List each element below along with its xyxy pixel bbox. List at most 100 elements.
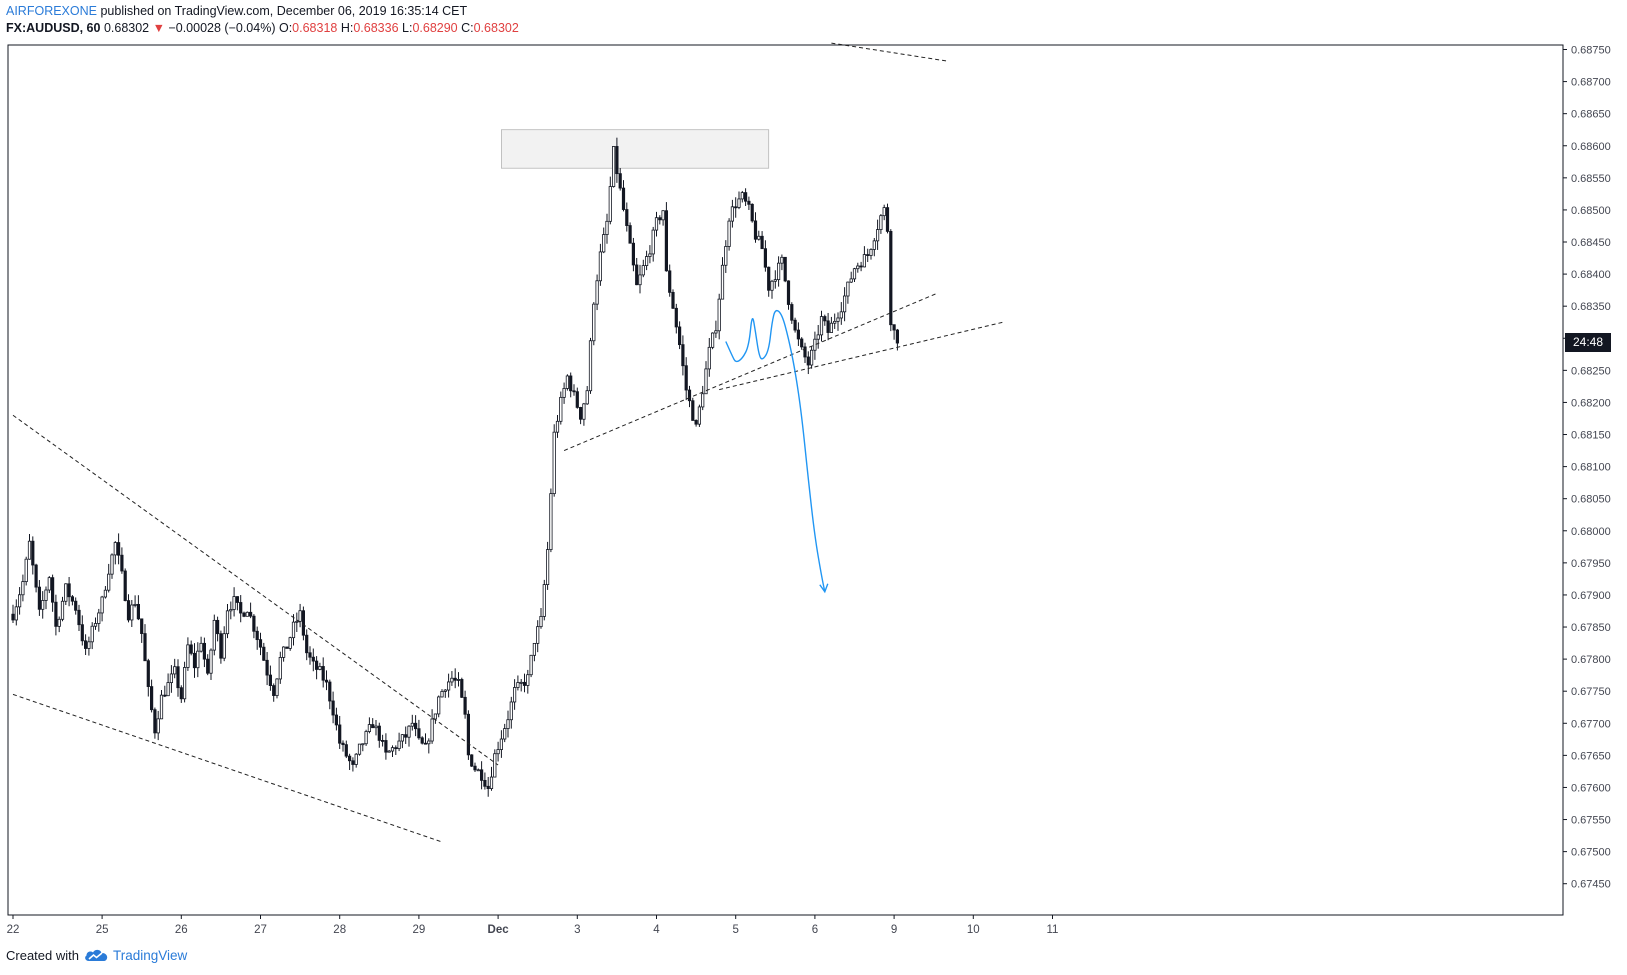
candle-body bbox=[486, 785, 490, 789]
candle-body bbox=[744, 192, 748, 202]
trendline bbox=[831, 42, 947, 62]
change-arrow-icon: ▼ bbox=[152, 21, 165, 35]
candle-body bbox=[760, 235, 764, 250]
candle-body bbox=[443, 689, 447, 692]
candle-body bbox=[298, 610, 302, 622]
candle-body bbox=[417, 728, 421, 739]
candle-body bbox=[314, 660, 319, 670]
candle-body bbox=[179, 687, 183, 700]
candle-body bbox=[232, 596, 236, 610]
x-tick-label: 4 bbox=[653, 924, 660, 936]
high-label: H: bbox=[337, 21, 354, 35]
low-label: L: bbox=[398, 21, 413, 35]
candle-body bbox=[328, 681, 332, 702]
candle-body bbox=[892, 324, 896, 331]
candle-body bbox=[661, 210, 665, 221]
candle-body bbox=[628, 225, 632, 244]
candle-body bbox=[107, 573, 111, 591]
candle-body bbox=[816, 334, 820, 340]
candle-body bbox=[245, 611, 249, 617]
candle-body bbox=[34, 564, 38, 588]
footer: Created with TradingView bbox=[6, 947, 187, 963]
candle-body bbox=[595, 280, 599, 305]
x-tick-label: 22 bbox=[7, 924, 20, 936]
candle-body bbox=[410, 722, 414, 727]
candle-body bbox=[714, 330, 718, 334]
candle-body bbox=[31, 540, 35, 566]
candle-body bbox=[51, 577, 55, 603]
candle-body bbox=[166, 682, 170, 697]
candle-body bbox=[331, 700, 335, 716]
candle-body bbox=[163, 694, 167, 697]
y-tick-label: 0.67450 bbox=[1571, 879, 1611, 891]
tradingview-brand[interactable]: TradingView bbox=[112, 947, 188, 963]
candle-body bbox=[44, 589, 48, 601]
candle-body bbox=[153, 709, 157, 734]
candle-body bbox=[539, 615, 543, 628]
x-axis: 22 25 26 27 28 29 Dec 3 4 5 6 9 10 11 bbox=[7, 915, 1058, 936]
candle-body bbox=[562, 388, 566, 398]
candle-body bbox=[258, 639, 263, 648]
open-value: 0.68318 bbox=[292, 21, 338, 35]
y-tick-label: 0.67800 bbox=[1571, 654, 1611, 666]
candle-body bbox=[671, 291, 675, 309]
candle-body bbox=[767, 266, 771, 291]
candle-body bbox=[664, 210, 669, 272]
candle-body bbox=[701, 393, 705, 408]
candle-body bbox=[222, 633, 226, 659]
candle-body bbox=[678, 326, 682, 346]
candle-body bbox=[648, 253, 652, 257]
y-tick-label: 0.67500 bbox=[1571, 847, 1611, 859]
y-tick-label: 0.67650 bbox=[1571, 750, 1611, 762]
y-tick-label: 0.67600 bbox=[1571, 782, 1611, 794]
author-link[interactable]: AIRFOREXONE bbox=[6, 4, 97, 18]
candle-body bbox=[285, 646, 289, 649]
candle-body bbox=[585, 390, 589, 405]
x-tick-label: 29 bbox=[413, 924, 426, 936]
candle-body bbox=[645, 256, 649, 267]
candle-body bbox=[186, 644, 190, 668]
candle-body bbox=[219, 633, 223, 659]
candle-body bbox=[790, 304, 794, 321]
candle-body bbox=[687, 389, 692, 402]
y-tick-label: 0.67850 bbox=[1571, 622, 1611, 634]
candle-body bbox=[813, 338, 817, 351]
candle-body bbox=[463, 696, 467, 715]
close-value: 0.68302 bbox=[473, 21, 519, 35]
candle-body bbox=[305, 634, 309, 654]
candle-body bbox=[773, 279, 777, 282]
candle-body bbox=[737, 198, 741, 208]
candle-body bbox=[783, 256, 787, 282]
candle-body bbox=[278, 657, 282, 680]
y-tick-label: 0.68350 bbox=[1571, 301, 1611, 313]
candle-body bbox=[747, 200, 751, 205]
candle-body bbox=[380, 740, 385, 742]
candle-body bbox=[770, 280, 774, 291]
y-tick-label: 0.67950 bbox=[1571, 558, 1611, 570]
candle-body bbox=[229, 609, 233, 612]
candle-body bbox=[252, 615, 256, 632]
candle-body bbox=[347, 755, 352, 762]
candle-body bbox=[859, 265, 863, 268]
candle-body bbox=[476, 769, 480, 772]
forecast-arrowhead bbox=[819, 583, 829, 594]
candle-body bbox=[651, 229, 655, 255]
candle-body bbox=[473, 765, 477, 771]
y-tick-label: 0.68250 bbox=[1571, 365, 1611, 377]
candle-body bbox=[239, 602, 243, 614]
candle-body bbox=[635, 264, 639, 286]
resistance-zone-box bbox=[500, 129, 770, 169]
candle-body bbox=[173, 666, 177, 675]
candle-body bbox=[730, 206, 735, 222]
candle-body bbox=[120, 554, 124, 572]
candle-body bbox=[786, 280, 791, 305]
candle-body bbox=[367, 724, 372, 732]
candle-body bbox=[100, 596, 104, 614]
candle-body bbox=[697, 406, 702, 425]
candle-body bbox=[456, 679, 461, 681]
y-tick-label: 0.68450 bbox=[1571, 237, 1611, 249]
y-tick-label: 0.68650 bbox=[1571, 109, 1611, 121]
trendline bbox=[12, 693, 443, 843]
plot-frame bbox=[7, 44, 1564, 916]
